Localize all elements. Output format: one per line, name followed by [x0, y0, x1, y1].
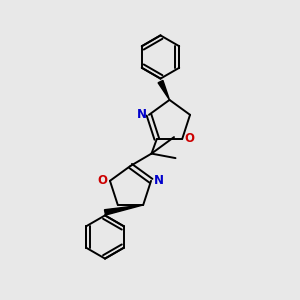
Polygon shape	[104, 205, 143, 215]
Text: O: O	[98, 174, 107, 187]
Text: O: O	[185, 133, 195, 146]
Text: N: N	[154, 174, 164, 187]
Text: N: N	[136, 108, 146, 121]
Polygon shape	[158, 80, 169, 100]
